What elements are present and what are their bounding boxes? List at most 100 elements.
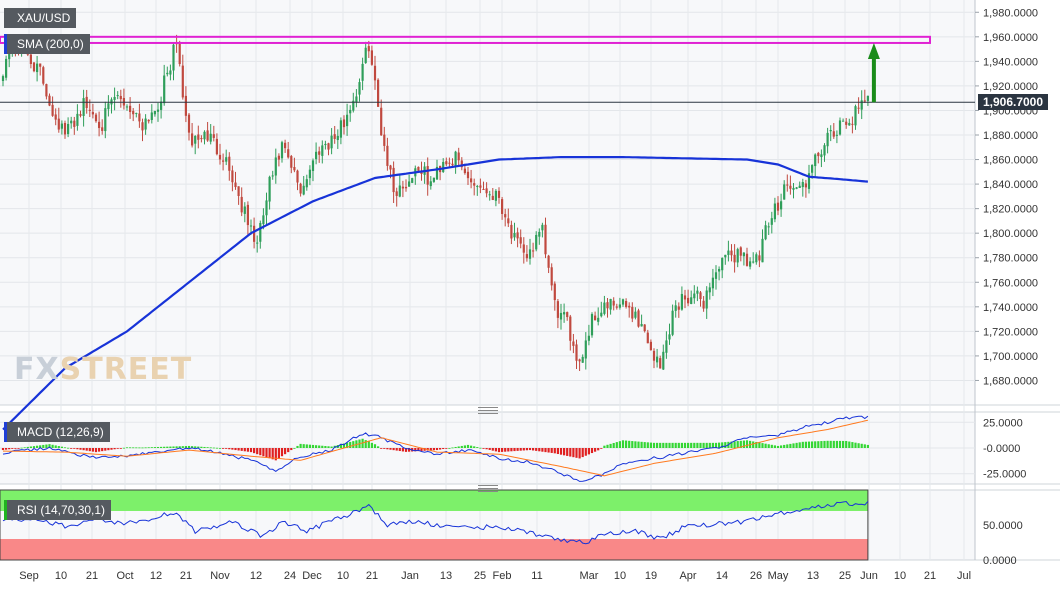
macd-histogram-bar — [696, 442, 699, 448]
candle-body — [581, 356, 584, 363]
macd-histogram-bar — [200, 446, 203, 448]
candle-body — [646, 332, 649, 344]
macd-histogram-bar — [26, 446, 29, 448]
candle-body — [178, 44, 181, 65]
candle-body — [156, 109, 160, 112]
macd-histogram-bar — [184, 446, 187, 448]
candle-body — [67, 123, 70, 135]
macd-histogram-bar — [442, 448, 445, 450]
candle-body — [262, 215, 265, 225]
candle-body — [113, 96, 116, 100]
candle-body — [767, 226, 770, 228]
candle-body — [311, 160, 315, 172]
macd-histogram-bar — [172, 446, 175, 448]
candle-body — [318, 151, 321, 155]
macd-histogram-bar — [284, 448, 287, 455]
macd-legend[interactable]: MACD (12,26,9) — [4, 422, 110, 442]
candle-body — [116, 95, 119, 97]
macd-histogram-bar — [795, 442, 798, 448]
macd-histogram-bar — [330, 446, 333, 448]
price-tick-label: 1,780.0000 — [983, 253, 1038, 265]
macd-histogram-bar — [535, 448, 538, 451]
macd-histogram-bar — [463, 445, 466, 448]
candle-body — [101, 127, 104, 131]
candle-body — [274, 157, 277, 176]
candle-body — [696, 290, 699, 294]
macd-histogram-bar — [197, 446, 200, 448]
candle-body — [404, 186, 408, 189]
candle-body — [705, 290, 708, 309]
macd-histogram-bar — [761, 443, 764, 448]
macd-histogram-bar — [581, 448, 584, 458]
x-tick-label: Jun — [860, 570, 878, 582]
candle-body — [801, 182, 804, 188]
candle-body — [758, 255, 761, 261]
candle-body — [349, 109, 352, 114]
macd-histogram-bar — [767, 444, 770, 448]
candle-body — [63, 122, 67, 135]
macd-histogram-bar — [494, 448, 497, 452]
candle-body — [324, 143, 327, 146]
macd-histogram-bar — [553, 448, 556, 454]
candle-body — [845, 121, 848, 125]
candle-body — [721, 257, 724, 271]
macd-histogram-bar — [721, 442, 724, 448]
macd-histogram-bar — [79, 448, 82, 450]
macd-histogram-bar — [550, 448, 553, 453]
symbol-tag[interactable]: XAU/USD — [4, 8, 77, 28]
candle-body — [528, 249, 532, 259]
x-tick-label: 10 — [894, 570, 906, 582]
macd-histogram-bar — [414, 448, 417, 452]
sma-legend[interactable]: SMA (200,0) — [4, 34, 90, 54]
candle-body — [82, 98, 85, 116]
candle-body — [590, 314, 594, 336]
candle-body — [299, 183, 302, 194]
macd-histogram-bar — [693, 442, 696, 448]
rsi-legend[interactable]: RSI (14,70,30,1) — [4, 500, 112, 520]
macd-histogram-bar — [699, 442, 702, 448]
macd-histogram-bar — [544, 448, 547, 453]
candle-body — [169, 70, 172, 75]
candle-body — [191, 133, 194, 146]
macd-histogram-bar — [327, 446, 330, 448]
candle-body — [454, 151, 457, 167]
macd-histogram-bar — [718, 442, 721, 448]
macd-histogram-bar — [135, 447, 138, 449]
rsi-line — [2, 500, 869, 545]
macd-histogram-bar — [293, 448, 296, 449]
candle-body — [807, 173, 811, 189]
candle-body — [392, 167, 395, 193]
sma-line — [2, 156, 868, 431]
macd-histogram-bar — [690, 442, 693, 448]
macd-histogram-bar — [76, 448, 79, 450]
candle-body — [395, 191, 398, 196]
macd-histogram-bar — [178, 446, 181, 448]
macd-histogram-bar — [578, 448, 581, 459]
candle-body — [600, 312, 603, 317]
macd-histogram-bar — [401, 448, 404, 452]
candle-body — [708, 287, 711, 293]
macd-histogram-bar — [445, 448, 448, 449]
pane-resize-handle-macd[interactable] — [478, 407, 498, 414]
candle-body — [380, 107, 383, 136]
candle-body — [755, 254, 758, 263]
macd-histogram-bar — [584, 448, 587, 456]
macd-histogram-bar — [556, 448, 559, 455]
candle-body — [147, 119, 150, 122]
macd-histogram-bar — [147, 447, 150, 449]
candle-body — [665, 340, 668, 353]
pane-resize-handle-rsi[interactable] — [478, 485, 498, 492]
macd-histogram-bar — [525, 448, 528, 451]
macd-histogram-bar — [249, 448, 253, 453]
candle-body — [5, 58, 8, 78]
macd-histogram-bar — [237, 448, 240, 451]
macd-histogram-bar — [724, 442, 727, 448]
candle-body — [364, 47, 367, 63]
candle-body — [643, 324, 646, 332]
macd-histogram-bar — [287, 448, 290, 453]
candle-body — [674, 305, 677, 311]
candle-body — [482, 188, 485, 190]
price-tick-label: 1,760.0000 — [983, 277, 1038, 289]
x-tick-label: 10 — [55, 570, 67, 582]
macd-histogram-bar — [5, 448, 8, 450]
